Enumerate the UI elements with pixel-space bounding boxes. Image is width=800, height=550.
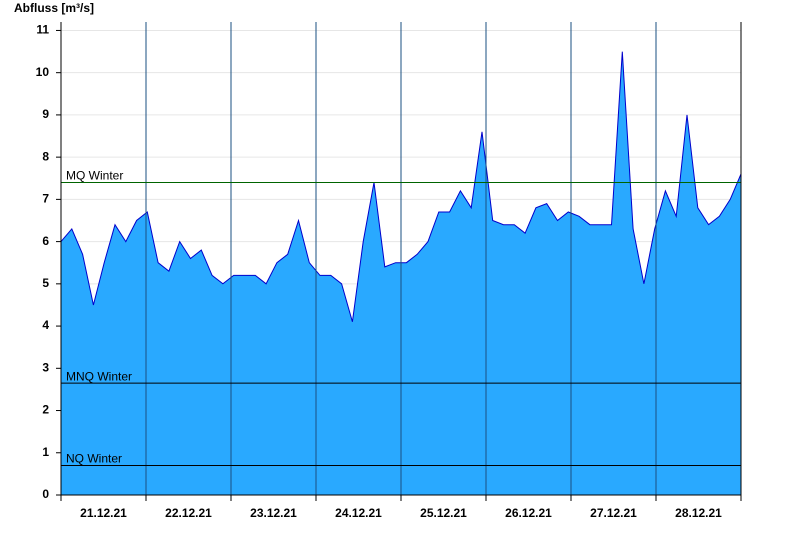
reference-label: MNQ Winter bbox=[66, 369, 132, 383]
x-tick-label: 25.12.21 bbox=[420, 506, 467, 520]
x-tick-label: 28.12.21 bbox=[675, 506, 722, 520]
x-tick-label: 26.12.21 bbox=[505, 506, 552, 520]
y-tick-label: 0 bbox=[42, 487, 49, 501]
y-tick-label: 10 bbox=[36, 65, 50, 79]
y-tick-label: 4 bbox=[42, 318, 49, 332]
y-tick-label: 5 bbox=[42, 276, 49, 290]
x-tick-label: 23.12.21 bbox=[250, 506, 297, 520]
y-tick-label: 6 bbox=[42, 234, 49, 248]
x-tick-label: 22.12.21 bbox=[165, 506, 212, 520]
x-tick-label: 21.12.21 bbox=[80, 506, 127, 520]
y-tick-label: 3 bbox=[42, 360, 49, 374]
y-tick-label: 2 bbox=[42, 403, 49, 417]
y-axis-label: Abfluss [m³/s] bbox=[14, 1, 94, 15]
y-tick-label: 1 bbox=[42, 445, 49, 459]
y-tick-label: 8 bbox=[42, 149, 49, 163]
reference-label: MQ Winter bbox=[66, 169, 123, 183]
y-tick-label: 9 bbox=[42, 107, 49, 121]
y-tick-label: 11 bbox=[36, 23, 49, 37]
x-tick-label: 24.12.21 bbox=[335, 506, 382, 520]
y-tick-label: 7 bbox=[42, 192, 49, 206]
x-tick-label: 27.12.21 bbox=[590, 506, 637, 520]
reference-label: NQ Winter bbox=[66, 452, 122, 466]
